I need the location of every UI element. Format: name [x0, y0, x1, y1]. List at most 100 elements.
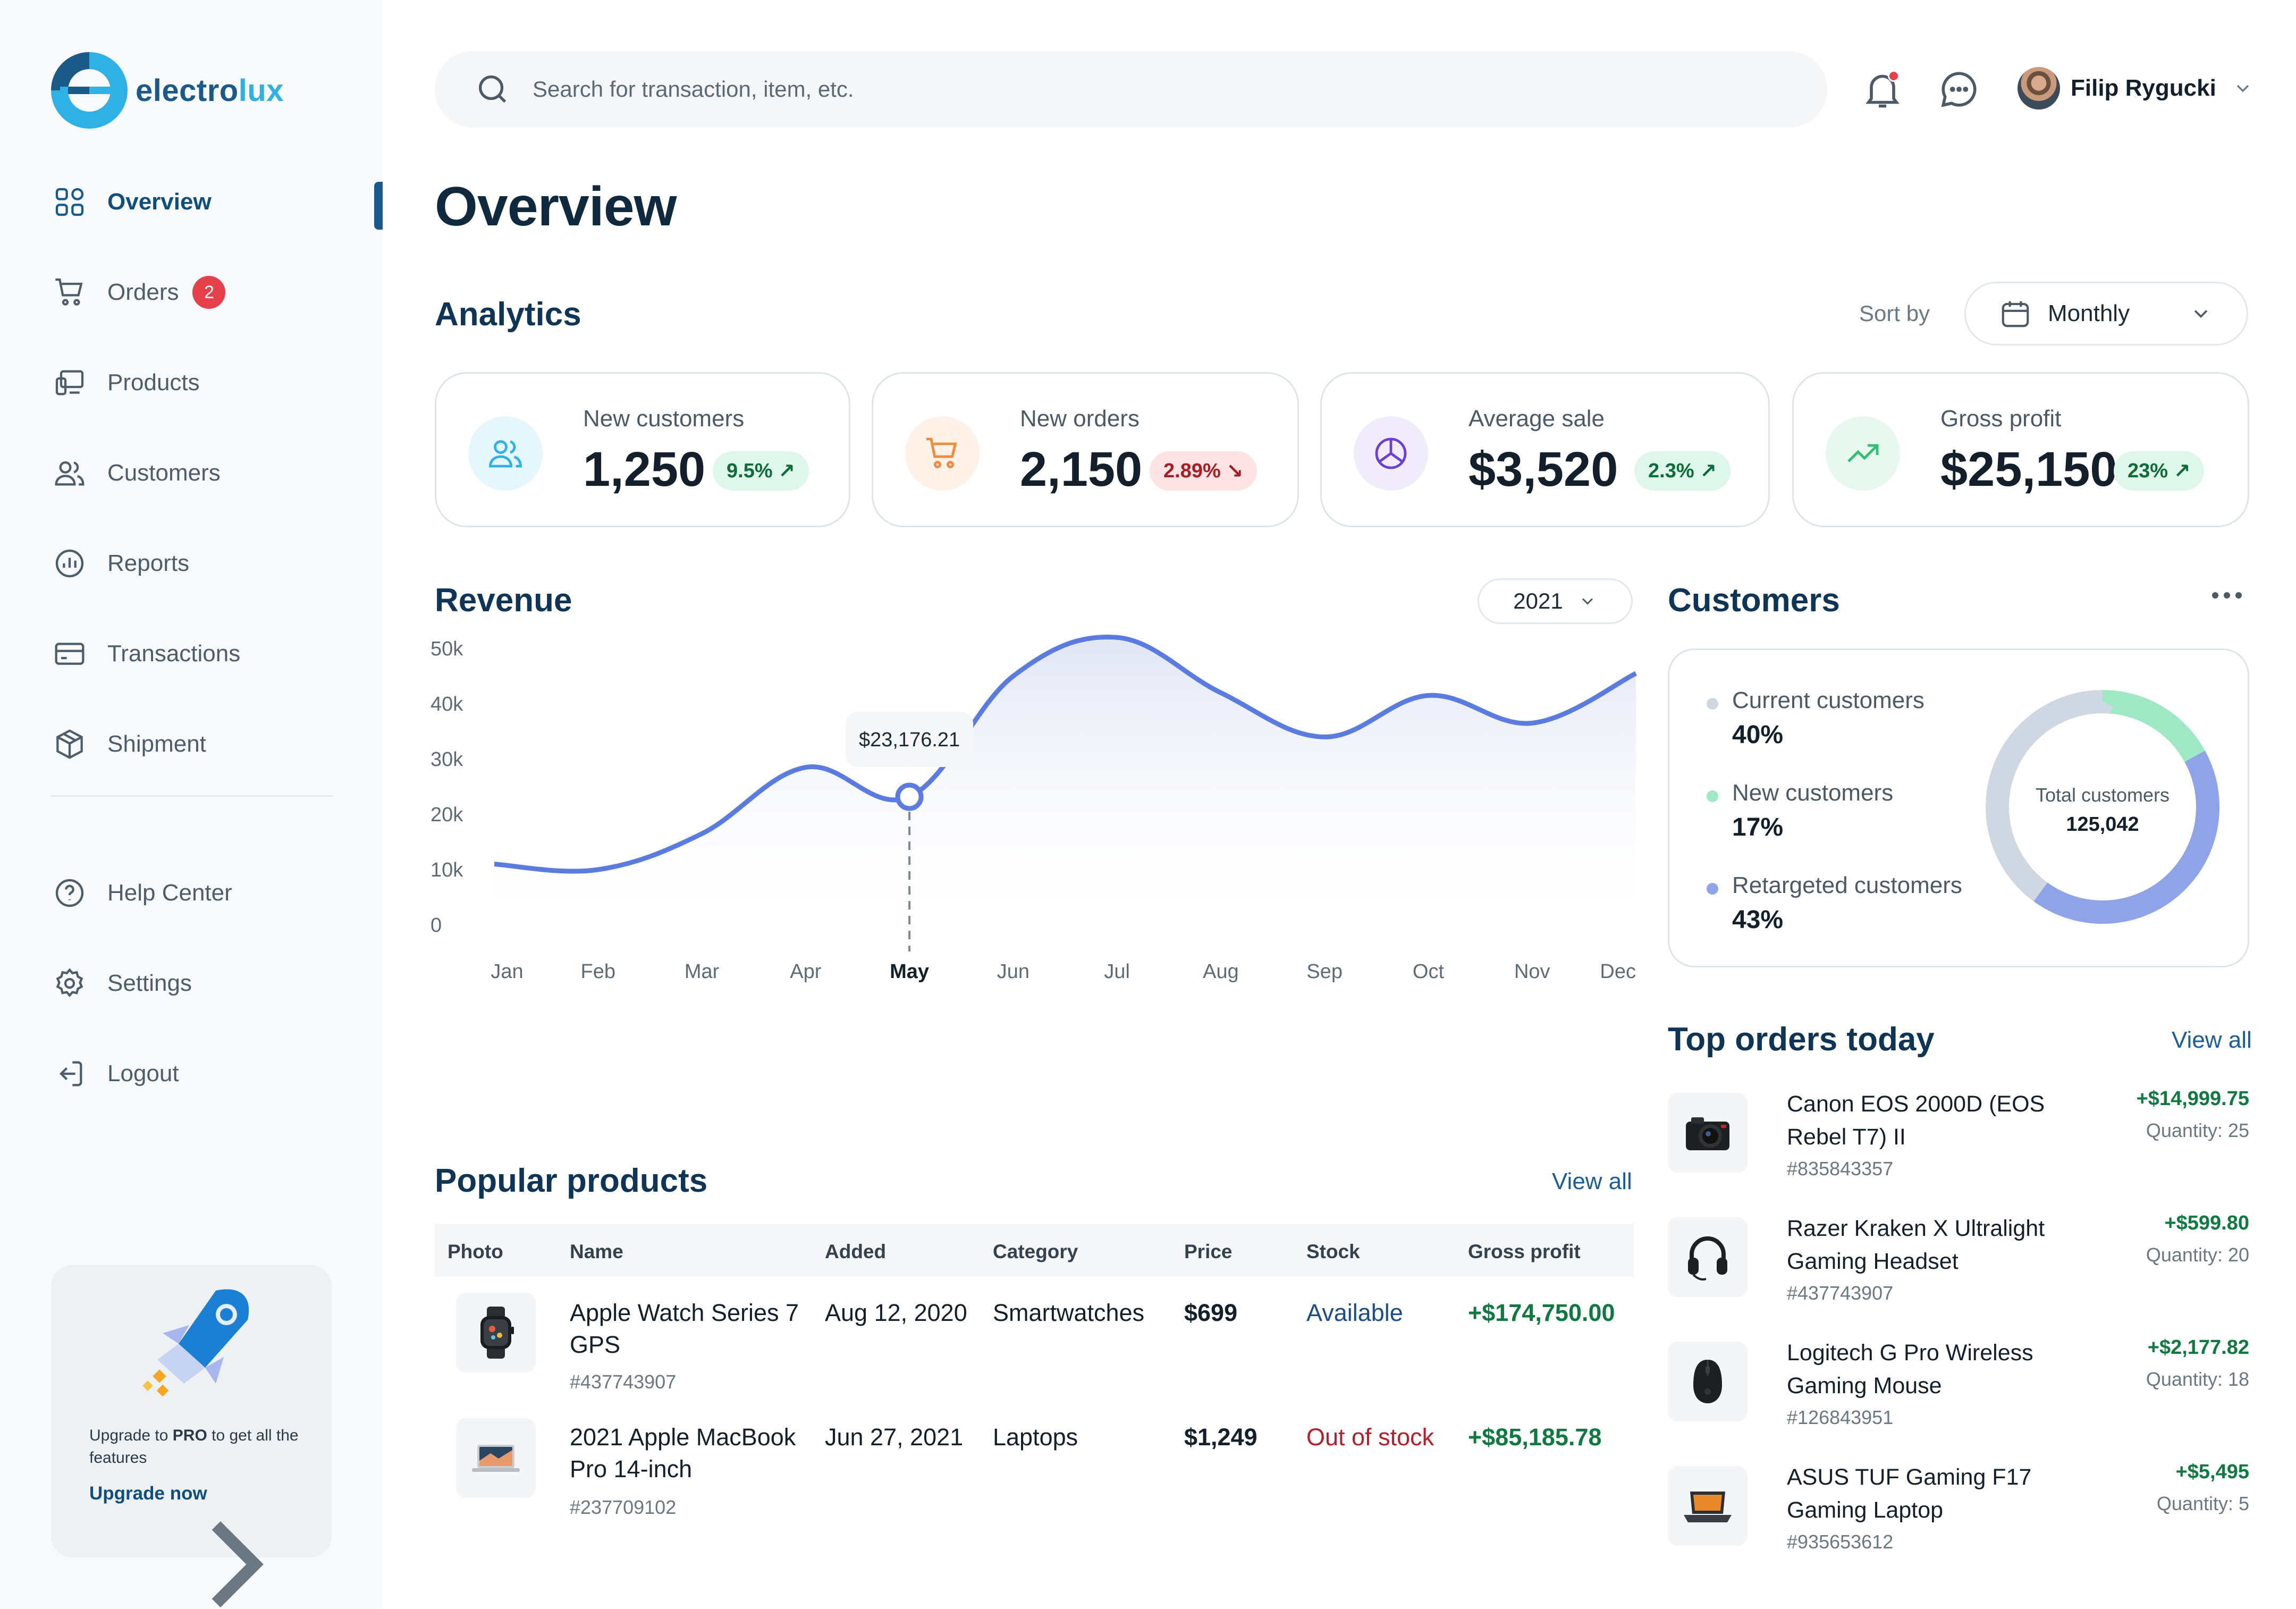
order-item-name: Logitech G Pro Wireless Gaming Mouse: [1787, 1340, 2033, 1399]
sidebar-item-shipment[interactable]: Shipment: [51, 723, 370, 765]
user-menu[interactable]: Filip Rygucki: [2018, 67, 2253, 109]
x-tick-label: Jan: [491, 961, 523, 983]
messages-button[interactable]: [1937, 67, 1981, 112]
sidebar-item-label: Customers: [107, 460, 221, 486]
top-orders-view-all-link[interactable]: View all: [2172, 1027, 2252, 1053]
order-item-sku: #437743907: [1787, 1282, 1894, 1304]
order-item-amount: +$14,999.75: [2136, 1088, 2249, 1110]
sidebar-item-orders[interactable]: Orders 2: [51, 271, 370, 314]
upgrade-now-button[interactable]: Upgrade now: [89, 1483, 297, 1608]
search-input[interactable]: Search for transaction, item, etc.: [533, 77, 854, 102]
kpi-label: Average sale: [1468, 406, 1605, 432]
list-item[interactable]: Canon EOS 2000D (EOS Rebel T7) II #83584…: [1668, 1088, 2249, 1210]
year-select[interactable]: 2021: [1478, 578, 1633, 624]
revenue-tooltip: $23,176.21: [846, 711, 974, 767]
legend-label: Current customers: [1732, 687, 1924, 713]
sidebar-item-logout[interactable]: Logout: [51, 1052, 370, 1095]
kpi-card-new-customers[interactable]: New customers 1,250 9.5% ↗: [435, 372, 850, 527]
upgrade-now-label: Upgrade now: [89, 1483, 207, 1504]
devices-icon: [51, 364, 88, 401]
column-header[interactable]: Stock: [1306, 1241, 1360, 1262]
kpi-change-badge: 2.89% ↘: [1150, 451, 1257, 491]
sidebar-item-help-center[interactable]: Help Center: [51, 872, 370, 914]
sidebar-item-products[interactable]: Products: [51, 361, 370, 404]
sidebar-item-overview[interactable]: Overview: [51, 181, 370, 223]
sidebar-item-customers[interactable]: Customers: [51, 452, 370, 494]
customers-title: Customers: [1668, 582, 1840, 619]
list-item[interactable]: ASUS TUF Gaming F17 Gaming Laptop #93565…: [1668, 1461, 2249, 1583]
column-header[interactable]: Price: [1184, 1241, 1233, 1262]
kpi-change-badge: 9.5% ↗: [713, 451, 809, 491]
x-tick-label: Jul: [1104, 961, 1130, 983]
laptop-icon: [1668, 1466, 1748, 1546]
kpi-card-average-sale[interactable]: Average sale $3,520 2.3% ↗: [1320, 372, 1770, 527]
order-item-sku: #935653612: [1787, 1531, 1894, 1553]
x-tick-label: Jun: [997, 961, 1029, 983]
order-item-quantity: Quantity: 5: [2156, 1493, 2249, 1514]
popular-products-title: Popular products: [435, 1162, 708, 1199]
x-tick-label: Nov: [1514, 961, 1550, 983]
brand-logo[interactable]: electrolux: [49, 50, 284, 130]
kpi-change-badge: 2.3% ↗: [1634, 451, 1731, 491]
year-value: 2021: [1513, 588, 1563, 613]
donut-segment[interactable]: [1986, 690, 2219, 924]
page-title: Overview: [435, 176, 677, 238]
column-header: Name: [570, 1241, 623, 1262]
sidebar-item-label: Transactions: [107, 641, 241, 667]
product-added-date: Jun 27, 2021: [825, 1423, 964, 1451]
x-tick-label: Dec: [1600, 961, 1636, 983]
legend-percent: 40%: [1732, 721, 1784, 749]
sidebar-item-transactions[interactable]: Transactions: [51, 633, 370, 675]
order-item-amount: +$599.80: [2164, 1212, 2249, 1234]
analytics-title: Analytics: [435, 296, 581, 333]
sort-select[interactable]: Monthly: [1964, 282, 2248, 346]
kpi-label: New customers: [583, 406, 745, 432]
trend-up-icon: [1826, 416, 1900, 491]
kpi-label: New orders: [1020, 406, 1139, 432]
notifications-button[interactable]: [1860, 67, 1905, 112]
kpi-card-gross-profit[interactable]: Gross profit $25,150 23% ↗: [1792, 372, 2249, 527]
search-bar[interactable]: Search for transaction, item, etc.: [435, 51, 1827, 128]
report-icon: [51, 545, 88, 582]
legend-dot: [1707, 698, 1718, 710]
product-name[interactable]: Apple Watch Series 7 GPS: [570, 1299, 799, 1358]
column-header[interactable]: Gross profit: [1468, 1241, 1581, 1262]
x-tick-label: Mar: [685, 961, 720, 983]
chevron-down-icon: [1582, 598, 1593, 605]
sidebar-item-reports[interactable]: Reports: [51, 542, 370, 585]
list-item[interactable]: Logitech G Pro Wireless Gaming Mouse #12…: [1668, 1336, 2249, 1459]
kpi-value: $3,520: [1468, 442, 1618, 496]
donut-segment[interactable]: [1986, 690, 2219, 924]
customers-donut-chart: Total customers 125,042: [1986, 690, 2219, 924]
product-price: $1,249: [1184, 1423, 1257, 1451]
box-icon: [51, 726, 88, 763]
kpi-value: 1,250: [583, 442, 706, 496]
popular-view-all-link[interactable]: View all: [1552, 1168, 1632, 1194]
order-item-name: Razer Kraken X Ultralight Gaming Headset: [1787, 1216, 2045, 1274]
revenue-line: [494, 634, 1637, 874]
chevron-right-icon: [212, 1521, 264, 1608]
camera-icon: [1668, 1093, 1748, 1173]
calendar-icon: [2002, 301, 2029, 327]
column-header: Photo: [448, 1241, 503, 1262]
order-item-quantity: Quantity: 20: [2146, 1244, 2249, 1266]
x-tick-label: Oct: [1413, 961, 1445, 983]
list-item[interactable]: Razer Kraken X Ultralight Gaming Headset…: [1668, 1212, 2249, 1334]
order-item-sku: #835843357: [1787, 1158, 1894, 1180]
product-category: Smartwatches: [993, 1299, 1145, 1326]
sidebar-item-settings[interactable]: Settings: [51, 962, 370, 1005]
upgrade-text: Upgrade to PRO to get all the features: [89, 1427, 299, 1467]
order-item-quantity: Quantity: 18: [2146, 1368, 2249, 1390]
pie-icon: [1354, 416, 1428, 491]
kpi-change-badge: 23% ↗: [2114, 451, 2205, 491]
avatar: [2018, 67, 2060, 109]
kpi-card-new-orders[interactable]: New orders 2,150 2.89% ↘: [872, 372, 1299, 527]
cart-icon: [51, 274, 88, 311]
highlight-point[interactable]: [895, 782, 924, 811]
brand-name: electrolux: [136, 73, 284, 108]
more-options-icon[interactable]: [2211, 590, 2243, 601]
product-name[interactable]: 2021 Apple MacBook Pro 14-inch: [570, 1423, 796, 1482]
sort-value: Monthly: [2048, 300, 2130, 326]
logout-icon: [51, 1055, 88, 1092]
product-price: $699: [1184, 1299, 1238, 1326]
